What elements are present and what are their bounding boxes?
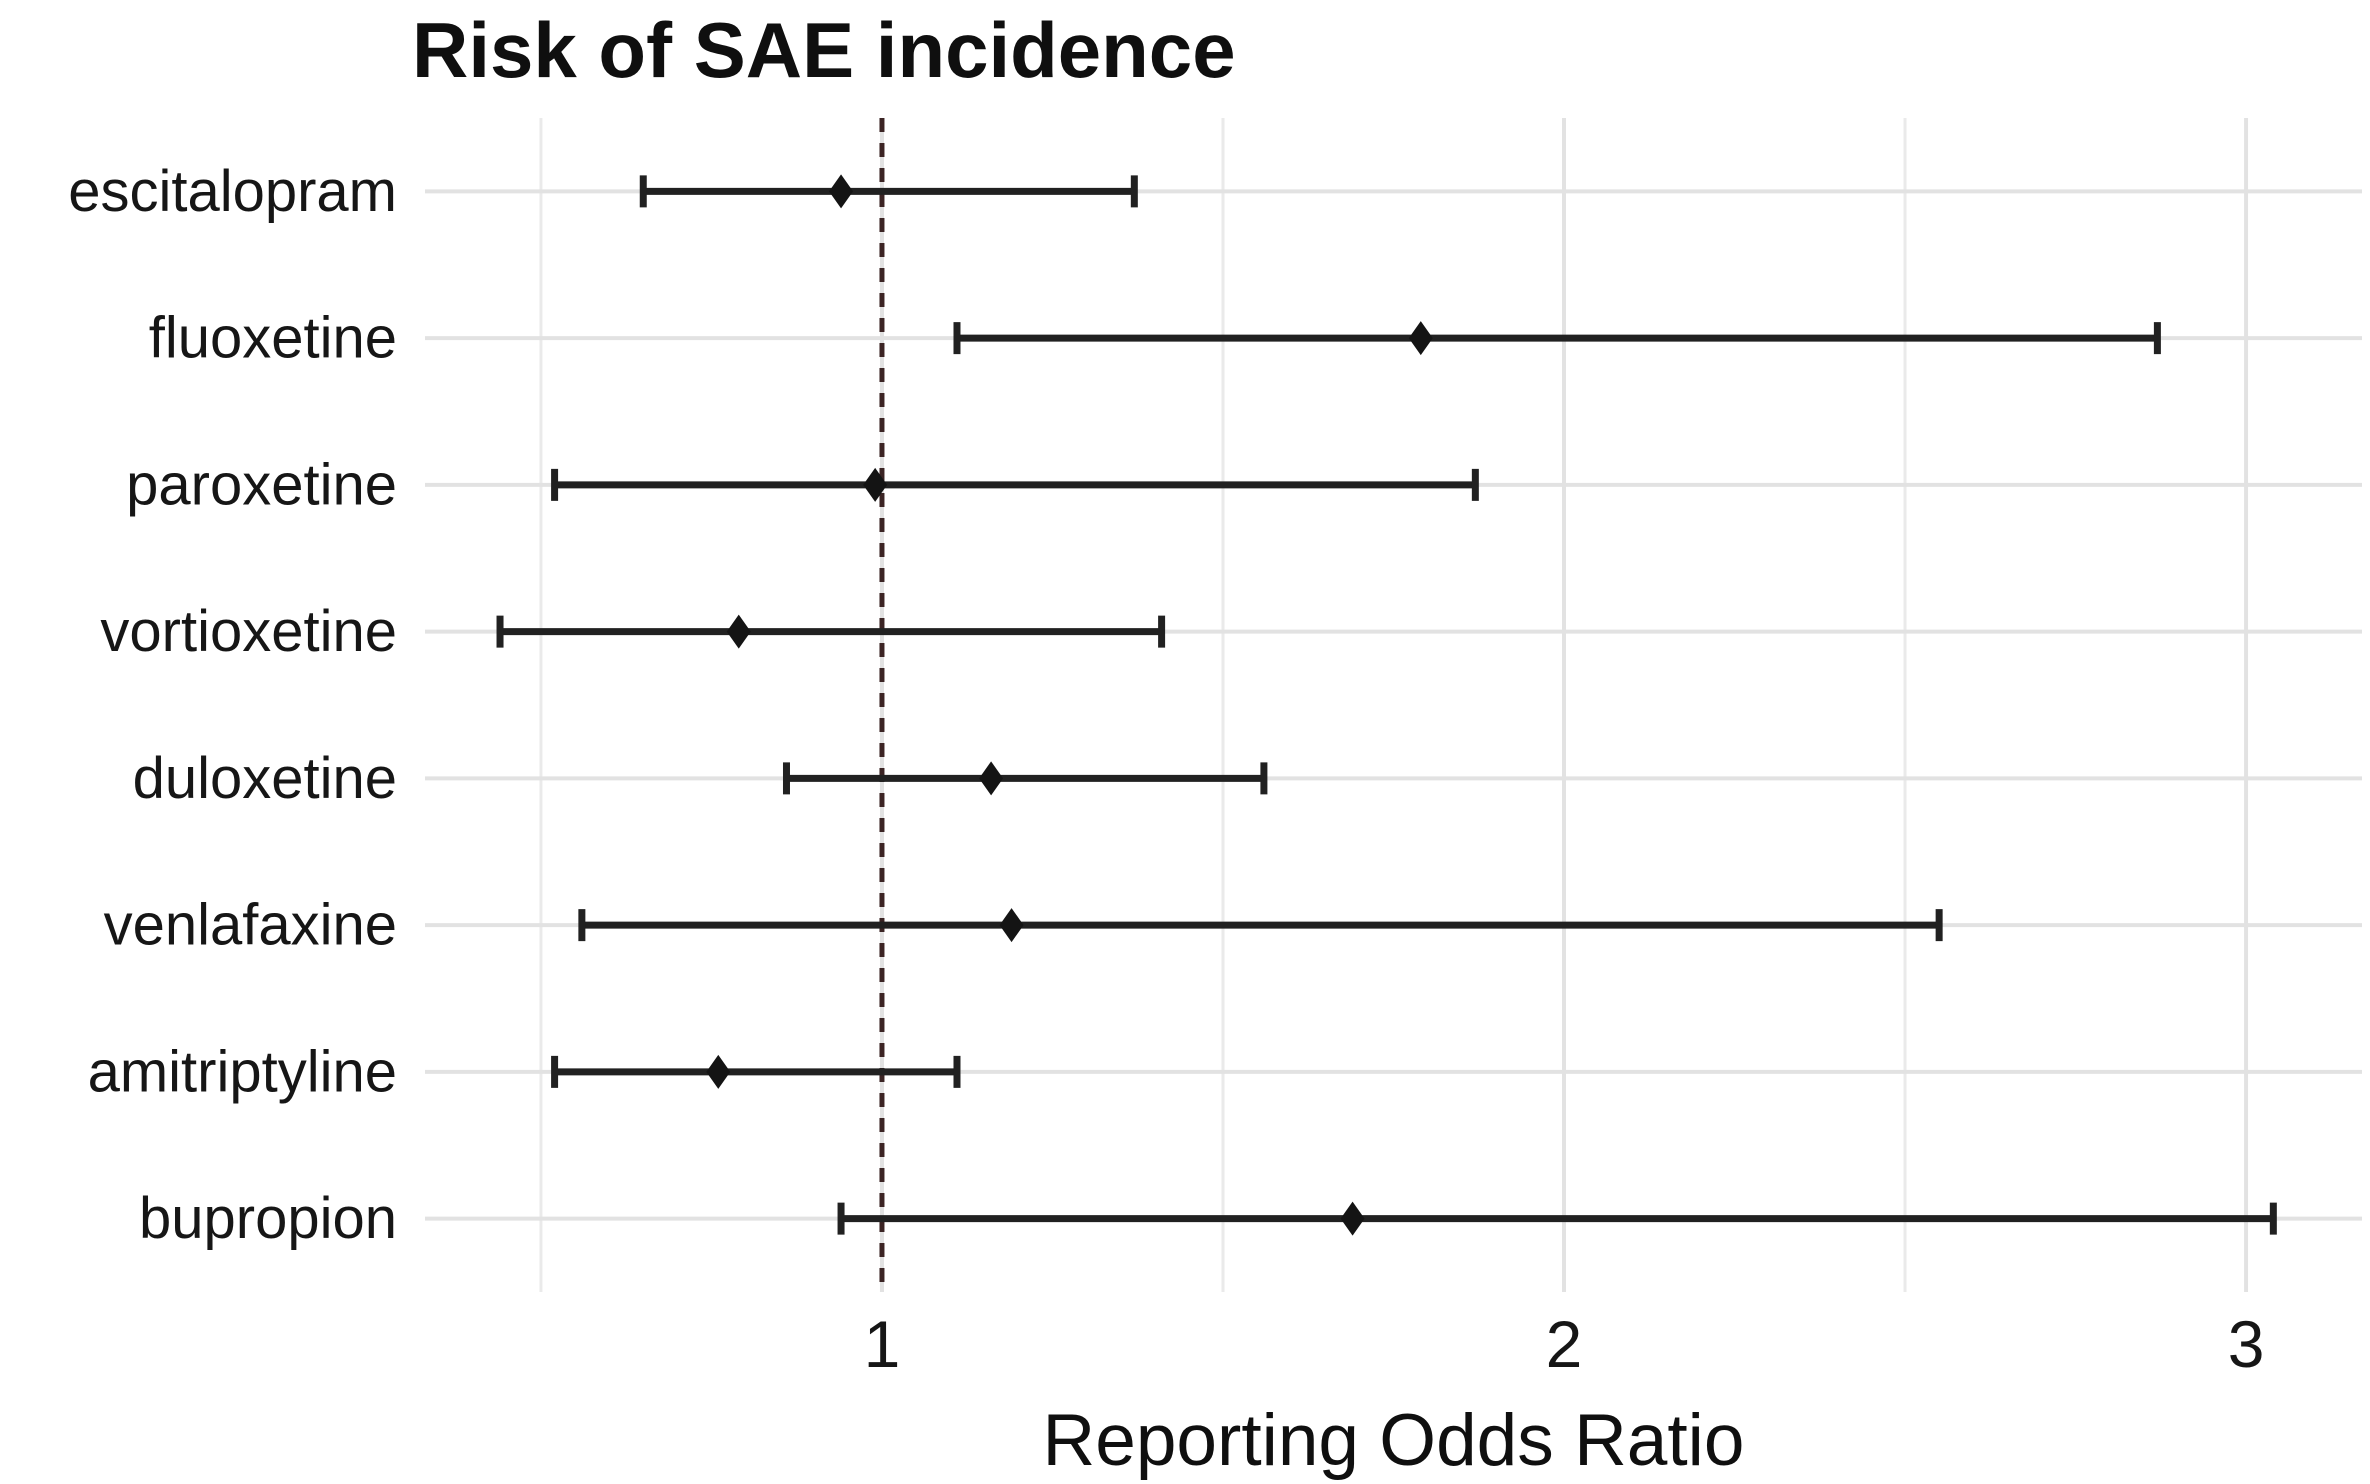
y-axis-label: escitalopram bbox=[68, 159, 397, 224]
y-axis-label: paroxetine bbox=[126, 452, 397, 517]
point-marker bbox=[863, 467, 888, 502]
chart-title: Risk of SAE incidence bbox=[412, 6, 1236, 94]
y-axis-label: duloxetine bbox=[133, 746, 397, 811]
x-tick-label: 1 bbox=[864, 1307, 901, 1381]
x-tick-label: 2 bbox=[1546, 1307, 1583, 1381]
point-marker bbox=[726, 614, 751, 649]
y-axis-label: venlafaxine bbox=[104, 893, 397, 958]
y-axis-label: vortioxetine bbox=[100, 599, 397, 664]
y-axis-label: bupropion bbox=[139, 1186, 397, 1251]
point-marker bbox=[829, 174, 854, 209]
y-axis-label: fluoxetine bbox=[149, 306, 397, 371]
point-marker bbox=[999, 908, 1024, 943]
x-axis-title: Reporting Odds Ratio bbox=[1042, 1400, 1745, 1481]
y-axis-label: amitriptyline bbox=[88, 1039, 397, 1104]
point-marker bbox=[1408, 321, 1433, 356]
x-tick-label: 3 bbox=[2228, 1307, 2265, 1381]
point-marker bbox=[706, 1054, 731, 1089]
point-marker bbox=[1340, 1201, 1365, 1236]
point-marker bbox=[979, 761, 1004, 796]
